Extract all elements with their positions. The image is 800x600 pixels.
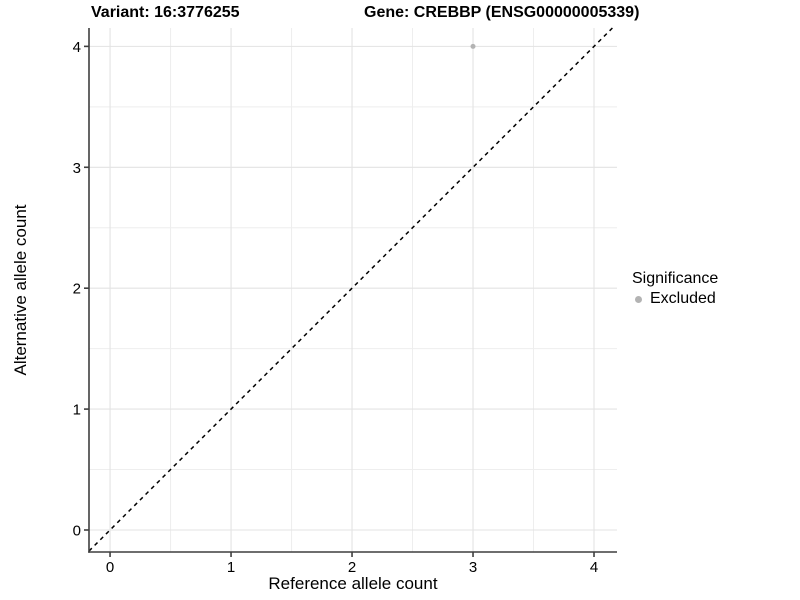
x-tick-label: 4 — [590, 559, 598, 576]
x-tick-label: 0 — [106, 559, 114, 576]
x-tick-label: 1 — [227, 559, 235, 576]
legend-item-excluded: Excluded — [630, 290, 718, 308]
y-tick-label: 3 — [73, 160, 81, 177]
y-tick-label: 2 — [73, 281, 81, 298]
legend-key-box — [630, 291, 647, 308]
legend-point-icon — [635, 295, 642, 303]
legend-title: Significance — [632, 270, 719, 287]
y-tick-label: 1 — [73, 402, 81, 419]
x-axis-title: Reference allele count — [268, 574, 438, 593]
plot-title-variant: Variant: 16:3776255 — [91, 4, 240, 21]
y-tick-label: 0 — [73, 522, 81, 539]
legend: Significance Excluded — [630, 270, 718, 308]
y-axis-title: Alternative allele count — [11, 204, 30, 376]
legend-item-label: Excluded — [650, 290, 716, 307]
identity-line — [88, 27, 613, 552]
data-point — [470, 43, 476, 49]
y-tick-label: 4 — [73, 39, 81, 56]
x-tick-label: 3 — [469, 559, 477, 576]
plot-title-gene: Gene: CREBBP (ENSG00000005339) — [364, 4, 640, 21]
x-tick-label: 2 — [348, 559, 356, 576]
